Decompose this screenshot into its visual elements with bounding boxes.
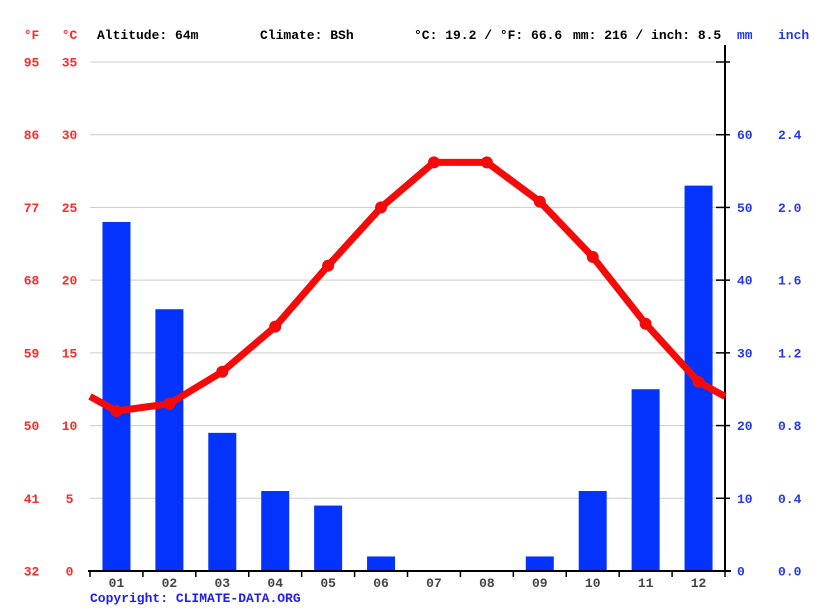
inch-tick-label: 1.6	[778, 274, 802, 289]
precipitation-bar	[155, 309, 184, 571]
temperature-point	[427, 156, 440, 169]
precipitation-bar	[314, 505, 343, 571]
mm-axis-title: mm	[737, 28, 753, 43]
mm-tick-label: 10	[737, 492, 753, 507]
fahrenheit-tick-label: 86	[24, 128, 40, 143]
mm-tick-label: 40	[737, 274, 753, 289]
celsius-tick-label: 30	[62, 128, 78, 143]
precipitation-bar	[367, 556, 396, 571]
fahrenheit-tick-label: 95	[24, 56, 40, 71]
mm-tick-label: 30	[737, 346, 753, 361]
month-label: 11	[638, 576, 654, 591]
month-label: 12	[691, 576, 707, 591]
copyright-link[interactable]: CLIMATE-DATA.ORG	[175, 591, 301, 606]
temperature-point	[639, 317, 652, 330]
month-label: 04	[267, 576, 283, 591]
temperature-point	[375, 201, 388, 214]
mm-tick-label: 50	[737, 201, 753, 216]
temperature-point	[110, 405, 123, 418]
inch-axis-title: inch	[778, 28, 810, 43]
inch-tick-label: 2.0	[778, 201, 802, 216]
mm-tick-label: 20	[737, 419, 753, 434]
precipitation-bar	[525, 556, 554, 571]
inch-tick-label: 0.4	[778, 492, 802, 507]
month-label: 09	[532, 576, 548, 591]
inch-tick-label: 1.2	[778, 346, 802, 361]
fahrenheit-tick-label: 77	[24, 201, 40, 216]
precipitation-bar	[261, 491, 290, 571]
temperature-point	[322, 259, 335, 272]
temperature-point	[533, 195, 546, 208]
celsius-tick-label: 5	[66, 492, 74, 507]
mm-tick-label: 60	[737, 128, 753, 143]
precipitation-bar	[102, 221, 131, 571]
copyright-label: Copyright:	[90, 591, 176, 606]
month-label: 03	[214, 576, 230, 591]
altitude-label: Altitude: 64m	[97, 28, 199, 43]
temperature-point	[692, 375, 705, 388]
temperature-point	[586, 250, 599, 263]
temperature-line	[88, 158, 727, 415]
celsius-tick-label: 0	[66, 565, 74, 580]
annual-precip-label: mm: 216 / inch: 8.5	[573, 28, 722, 43]
temperature-point	[163, 397, 176, 410]
celsius-tick-label: 20	[62, 274, 78, 289]
inch-tick-label: 0.8	[778, 419, 802, 434]
precipitation-bar	[578, 491, 607, 571]
month-label: 01	[109, 576, 125, 591]
temperature-point	[480, 156, 493, 169]
temperature-point	[216, 365, 229, 378]
precipitation-bar	[208, 432, 237, 571]
precipitation-bar	[631, 389, 660, 571]
fahrenheit-tick-label: 32	[24, 565, 40, 580]
month-label: 05	[320, 576, 336, 591]
fahrenheit-axis-title: °F	[23, 28, 40, 43]
copyright-line: Copyright: CLIMATE-DATA.ORG	[90, 591, 301, 606]
month-label: 10	[585, 576, 601, 591]
celsius-tick-label: 10	[62, 419, 78, 434]
month-label: 02	[162, 576, 178, 591]
fahrenheit-tick-label: 50	[24, 419, 40, 434]
inch-tick-label: 0.0	[778, 565, 802, 580]
inch-tick-label: 2.4	[778, 128, 802, 143]
annual-temp-label: °C: 19.2 / °F: 66.6	[414, 28, 563, 43]
fahrenheit-tick-label: 59	[24, 346, 40, 361]
fahrenheit-tick-label: 68	[24, 274, 40, 289]
celsius-tick-label: 35	[62, 56, 78, 71]
month-label: 08	[479, 576, 495, 591]
month-label: 06	[373, 576, 389, 591]
mm-tick-label: 0	[737, 565, 745, 580]
temperature-point	[269, 320, 282, 333]
month-label: 07	[426, 576, 442, 591]
celsius-axis-title: °C	[61, 28, 78, 43]
celsius-tick-label: 25	[62, 201, 78, 216]
fahrenheit-tick-label: 41	[24, 492, 40, 507]
climate-class-label: Climate: BSh	[260, 28, 354, 43]
celsius-tick-label: 15	[62, 346, 78, 361]
